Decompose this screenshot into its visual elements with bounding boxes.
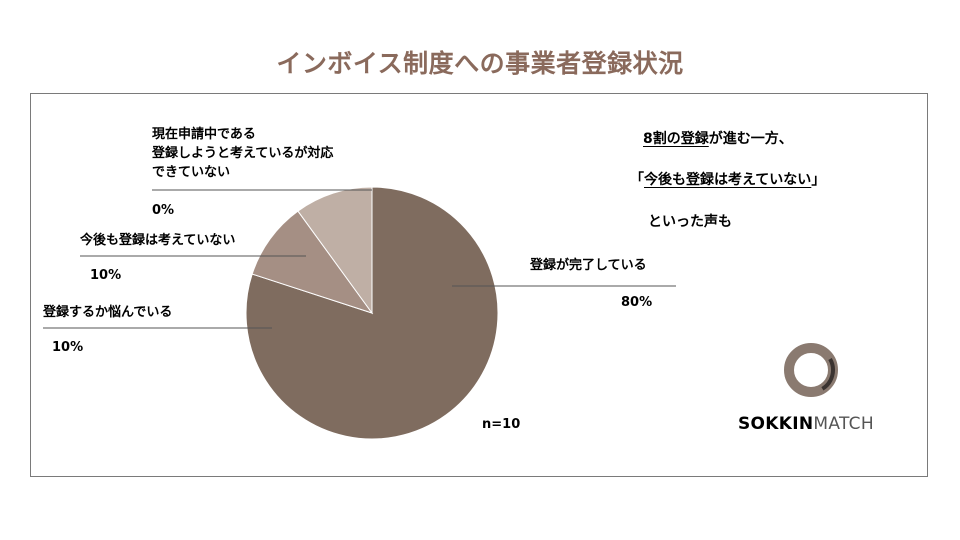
- slice-value-undecided: 10%: [52, 340, 84, 355]
- sample-size-label: n=10: [482, 417, 521, 432]
- slice-value-applying: 0%: [152, 203, 175, 218]
- slice-label-applying-line2: 登録しようと考えているが対応: [152, 146, 334, 161]
- slice-value-not-considering: 10%: [90, 268, 122, 283]
- page-title: インボイス制度への事業者登録状況: [276, 49, 684, 78]
- annotation-line-1: 8割の登録が進む一方、: [643, 131, 793, 147]
- slice-label-applying-line1: 現在申請中である: [152, 127, 256, 142]
- slice-label-applying-line3: できていない: [152, 165, 231, 180]
- chart-frame: [30, 93, 928, 477]
- annotation-line-2: 「今後も登録は考えていない」: [630, 172, 826, 188]
- sokkin-match-logo: SOKKINMATCH: [738, 414, 874, 434]
- slice-label-not-considering: 今後も登録は考えていない: [80, 233, 236, 248]
- annotation-highlight-1: 8割の登録: [643, 131, 709, 147]
- slice-value-registered: 80%: [621, 295, 653, 310]
- pie-slice-not-considering: [297, 186, 373, 315]
- annotation-line-3: といった声も: [648, 214, 732, 230]
- slice-label-undecided: 登録するか悩んでいる: [43, 305, 173, 320]
- slice-label-applying: 現在申請中である 登録しようと考えているが対応 できていない: [152, 125, 333, 182]
- pie-slice-undecided: [251, 210, 374, 314]
- slice-label-registered: 登録が完了している: [530, 258, 647, 273]
- annotation-highlight-2: 今後も登録は考えていない: [644, 172, 812, 188]
- sokkin-logo-icon: [784, 343, 838, 397]
